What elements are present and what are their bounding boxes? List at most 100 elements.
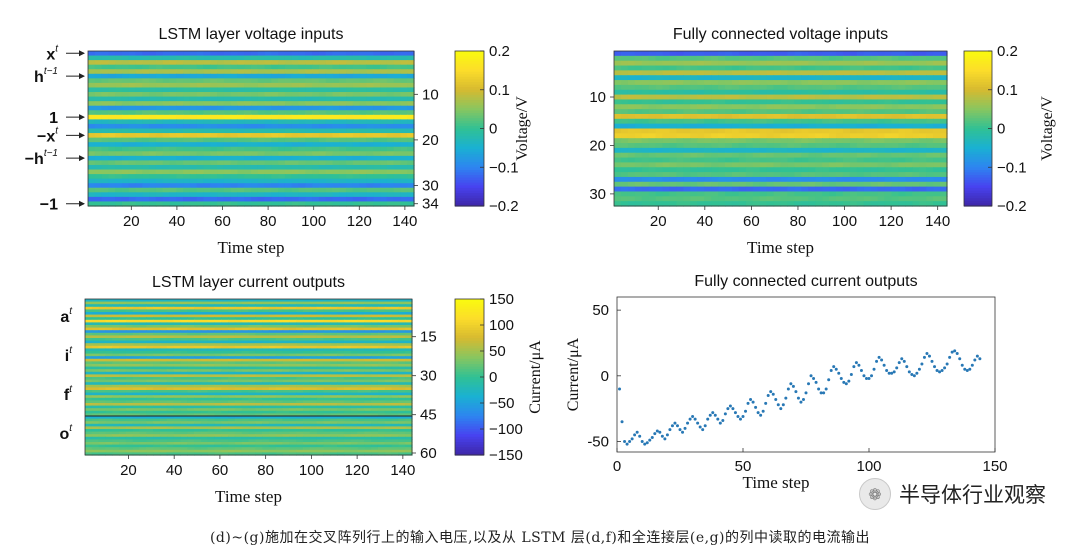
lstm-current-cell xyxy=(357,371,365,375)
lstm-voltage-cell xyxy=(366,128,374,134)
lstm-voltage-cell xyxy=(346,73,354,79)
lstm-current-cell xyxy=(85,382,93,386)
lstm-voltage-cell xyxy=(271,78,279,84)
fc-voltage-cell xyxy=(662,89,671,96)
lstm-voltage-cell xyxy=(264,196,272,203)
lstm-current-cell xyxy=(146,327,154,331)
fc-voltage-cell xyxy=(669,152,678,159)
lstm-voltage-cell xyxy=(346,178,354,184)
fc-voltage-cell xyxy=(926,99,934,105)
fc-voltage-colorbar-segment xyxy=(964,200,992,205)
lstm-current-cell xyxy=(391,361,399,365)
lstm-current-cell xyxy=(275,340,284,344)
lstm-current-cell xyxy=(323,317,331,321)
lstm-voltage-colorbar-segment xyxy=(455,79,484,83)
fc-voltage-cell xyxy=(627,176,636,183)
lstm-current-cell xyxy=(316,353,325,357)
fc-voltage-cell xyxy=(884,51,893,57)
lstm-current-cell xyxy=(255,343,263,347)
fc-voltage-cell xyxy=(919,84,927,91)
lstm-current-cell xyxy=(98,319,107,323)
fc-voltage-cell xyxy=(711,51,719,57)
lstm-voltage-cell xyxy=(366,146,374,152)
lstm-current-cell xyxy=(275,353,284,357)
lstm-voltage-cell xyxy=(407,119,415,125)
lstm-voltage-cell xyxy=(183,174,191,180)
lstm-current-cell xyxy=(187,309,195,313)
lstm-voltage-cell xyxy=(359,128,368,134)
lstm-current-cell xyxy=(125,369,134,373)
fc-voltage-cell xyxy=(620,201,629,207)
lstm-current-cell xyxy=(405,379,413,383)
fc-voltage-cell xyxy=(648,70,657,76)
lstm-voltage-cell xyxy=(101,192,109,198)
lstm-current-cell xyxy=(98,366,107,370)
lstm-voltage-cell xyxy=(94,101,103,107)
fc-voltage-cell xyxy=(697,147,705,154)
lstm-voltage-cell xyxy=(230,73,239,79)
lstm-voltage-cell xyxy=(149,142,157,148)
lstm-current-cell xyxy=(371,309,379,313)
lstm-voltage-cell xyxy=(189,87,198,93)
lstm-voltage-cell xyxy=(318,169,327,175)
fc-voltage-cell xyxy=(752,128,761,134)
lstm-voltage-cell xyxy=(284,146,293,152)
lstm-voltage-cell xyxy=(318,196,327,203)
fc-voltage-cell xyxy=(655,152,664,159)
lstm-current-cell xyxy=(207,358,216,362)
lstm-voltage-cell xyxy=(264,55,272,61)
fc-voltage-cell xyxy=(856,167,865,173)
lstm-voltage-cell xyxy=(223,151,232,157)
fc-voltage-cell xyxy=(836,80,844,86)
lstm-voltage-cell xyxy=(210,128,218,134)
fc-voltage-cell xyxy=(766,70,775,76)
lstm-voltage-cell xyxy=(176,187,184,193)
lstm-voltage-cell xyxy=(135,142,143,148)
lstm-current-cell xyxy=(248,361,256,365)
lstm-current-cell xyxy=(309,379,318,383)
lstm-current-cell xyxy=(139,366,147,370)
lstm-current-cell xyxy=(303,343,311,347)
fc-voltage-cell xyxy=(648,133,657,139)
fc-voltage-cell xyxy=(641,196,650,202)
fc-voltage-cell xyxy=(641,181,650,188)
lstm-voltage-cell xyxy=(176,128,184,134)
lstm-voltage-cell xyxy=(325,137,334,143)
lstm-current-cell xyxy=(91,325,100,329)
lstm-voltage-cell xyxy=(217,146,225,152)
fc-voltage-cell xyxy=(787,152,795,159)
lstm-current-cell xyxy=(146,332,154,336)
lstm-voltage-cell xyxy=(346,137,354,143)
lstm-voltage-cell xyxy=(94,174,103,180)
lstm-voltage-cell xyxy=(366,73,374,79)
lstm-voltage-cell xyxy=(318,128,327,134)
lstm-voltage-cell xyxy=(237,119,245,125)
fc-voltage-cell xyxy=(759,55,768,62)
lstm-current-cell xyxy=(234,340,243,344)
fc-voltage-cell xyxy=(655,99,664,105)
lstm-voltage-cell xyxy=(176,119,184,125)
fc-voltage-cell xyxy=(634,109,643,115)
fc-voltage-cell xyxy=(801,70,809,76)
lstm-voltage-cell xyxy=(223,174,232,180)
lstm-voltage-colorbar-segment xyxy=(455,113,484,117)
lstm-voltage-cell xyxy=(284,142,293,148)
fc-voltage-cell xyxy=(766,167,775,173)
lstm-voltage-cell xyxy=(169,187,177,193)
fc-voltage-cell xyxy=(676,104,684,110)
lstm-voltage-cell xyxy=(244,87,252,93)
lstm-current-cell xyxy=(125,379,134,383)
lstm-current-cell xyxy=(309,335,318,339)
lstm-current-cell xyxy=(405,374,413,378)
lstm-current-cell xyxy=(173,312,181,316)
lstm-current-cell xyxy=(323,366,331,370)
lstm-voltage-cell xyxy=(352,119,361,125)
lstm-voltage-cell xyxy=(298,174,306,180)
fc-voltage-cell xyxy=(898,94,906,101)
lstm-current-cell xyxy=(398,366,406,370)
lstm-current-cell xyxy=(173,361,181,365)
lstm-current-cell xyxy=(350,374,359,378)
lstm-current-cell xyxy=(119,319,127,323)
lstm-voltage-cell xyxy=(135,101,143,107)
lstm-current-cell xyxy=(262,369,270,373)
